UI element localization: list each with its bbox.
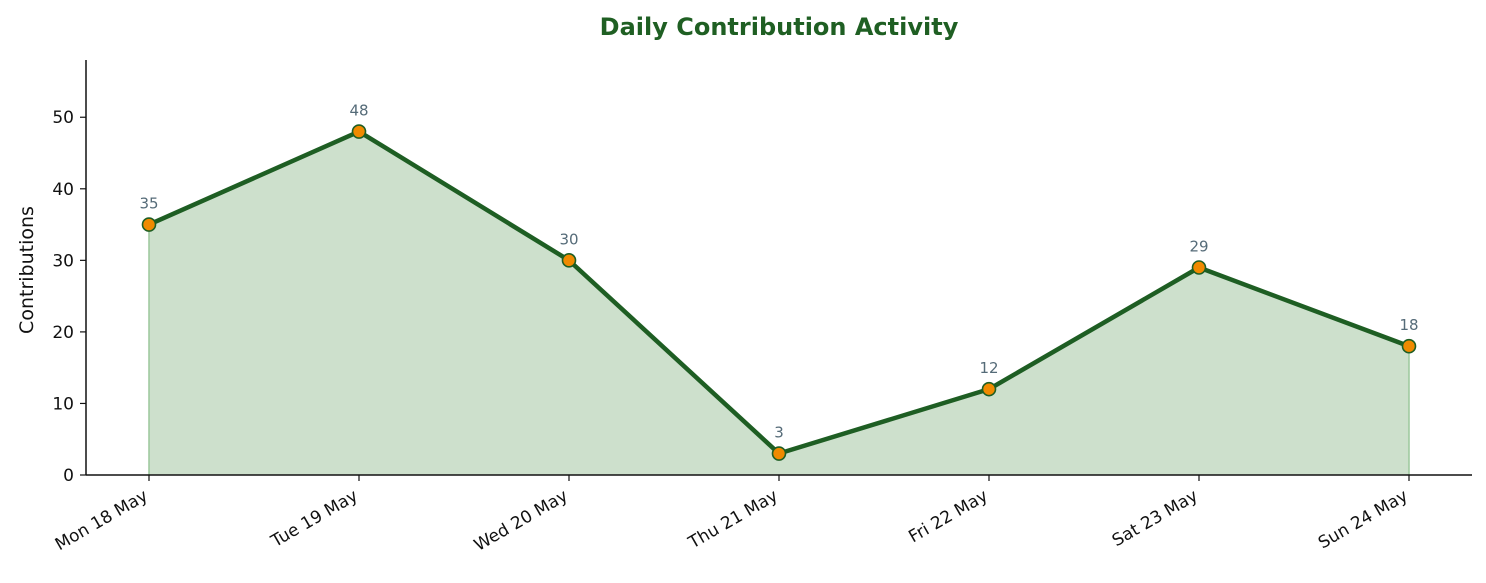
x-tick-label: Tue 19 May bbox=[267, 486, 362, 552]
x-tick-label: Fri 22 May bbox=[905, 486, 991, 547]
y-tick-label: 20 bbox=[52, 323, 74, 343]
data-label: 18 bbox=[1399, 316, 1418, 334]
data-label: 3 bbox=[774, 424, 784, 442]
y-tick-label: 10 bbox=[52, 394, 74, 414]
data-label: 30 bbox=[559, 230, 578, 248]
data-label: 48 bbox=[349, 102, 368, 120]
data-point bbox=[561, 253, 577, 268]
data-label: 12 bbox=[979, 359, 998, 377]
data-point bbox=[771, 446, 787, 461]
x-tick-label: Sat 23 May bbox=[1109, 486, 1202, 551]
y-tick-label: 0 bbox=[63, 466, 74, 486]
y-axis-label: Contributions bbox=[16, 206, 38, 334]
data-point bbox=[1191, 260, 1207, 275]
data-label: 35 bbox=[139, 195, 158, 213]
y-tick-label: 40 bbox=[52, 180, 74, 200]
x-tick-label: Wed 20 May bbox=[471, 486, 572, 556]
data-point bbox=[351, 124, 367, 139]
data-point bbox=[141, 217, 157, 232]
data-point bbox=[981, 381, 997, 397]
y-tick-label: 30 bbox=[52, 251, 74, 271]
x-tick-label: Thu 21 May bbox=[684, 486, 781, 554]
data-point bbox=[1401, 338, 1417, 354]
y-tick-label: 50 bbox=[52, 108, 74, 128]
area-fill bbox=[149, 131, 1409, 475]
plot-area: 0 10 20 30 40 50 Mon 18 May Tue 19 May Wed 20 Ma… bbox=[52, 60, 1472, 556]
x-tick-label: Sun 24 May bbox=[1315, 486, 1412, 553]
data-label: 29 bbox=[1189, 238, 1208, 256]
x-tick-label: Mon 18 May bbox=[52, 486, 152, 555]
chart-title: Daily Contribution Activity bbox=[600, 13, 959, 41]
